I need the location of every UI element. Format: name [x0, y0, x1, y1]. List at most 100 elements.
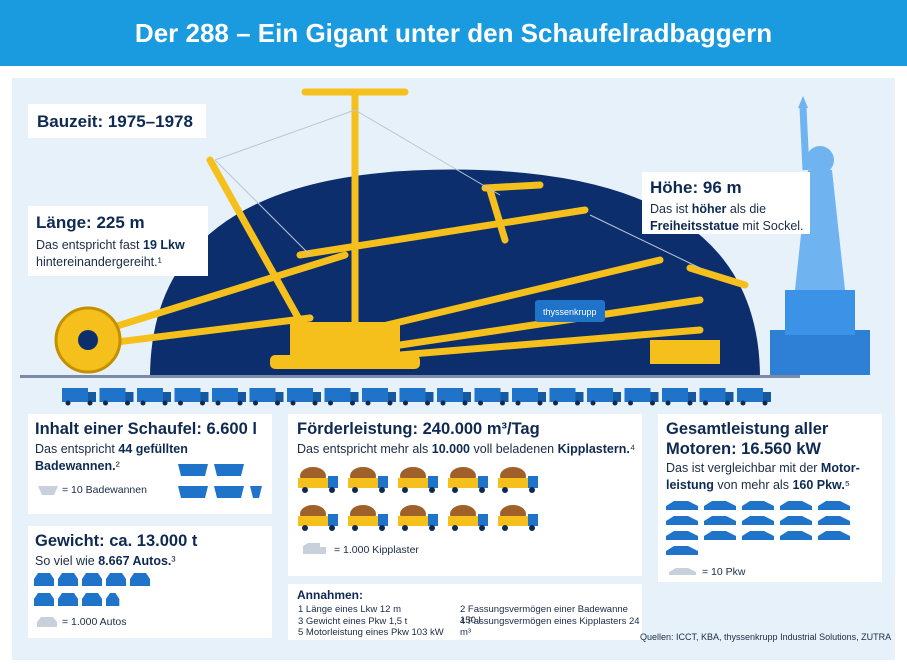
truck-icon — [662, 388, 696, 406]
hoehe-box: Höhe: 96 m Das ist höher als die Freihei… — [642, 172, 810, 234]
car-icon — [58, 573, 78, 586]
dump-truck-icon — [448, 505, 488, 531]
truck-icon — [399, 388, 434, 406]
hoehe-line1-pre: Das ist — [650, 202, 692, 216]
dump-truck-pictogram — [298, 467, 538, 531]
hoehe-heading: Höhe: 96 m — [650, 178, 742, 197]
schaufel-box: Inhalt einer Schaufel: 6.600 l Das entsp… — [28, 414, 272, 514]
truck-icon — [437, 388, 471, 406]
schaufel-text: Das entspricht 44 gefüllten Badewannen.² — [28, 441, 272, 475]
bathtub-icon — [178, 464, 208, 476]
truck-icon — [362, 388, 396, 406]
dump-truck-icon — [498, 467, 538, 493]
truck-icon — [62, 388, 96, 406]
leistung-line2-sup: ⁵ — [844, 478, 850, 492]
dump-truck-legend-icon — [303, 543, 326, 554]
bauzeit-box: Bauzeit: 1975–1978 — [28, 104, 206, 138]
car-icon — [818, 501, 850, 510]
dump-truck-icon — [398, 505, 438, 531]
car-icon — [704, 501, 736, 510]
foerder-box: Förderleistung: 240.000 m³/Tag Das entsp… — [288, 414, 642, 576]
foerder-line1-pre: Das entspricht mehr als — [297, 442, 432, 456]
dump-truck-icon — [398, 467, 438, 493]
car-icon — [82, 593, 102, 606]
truck-icon — [549, 388, 584, 406]
schaufel-line1-bold: 44 gefüllten — [118, 442, 188, 456]
laenge-line1-pre: Das entspricht fast — [36, 238, 143, 252]
truck-icon — [99, 388, 134, 406]
car-icon — [666, 546, 698, 555]
car-icon — [106, 593, 120, 606]
annahmen-heading: Annahmen: — [297, 588, 363, 602]
truck-icon — [174, 388, 209, 406]
car-icon — [704, 531, 736, 540]
gewicht-line1-sup: ³ — [171, 554, 176, 568]
foerder-line1-bold: 10.000 — [431, 442, 471, 456]
laenge-line1-bold: 19 Lkw — [143, 238, 185, 252]
schaufel-line2-bold: Badewannen. — [35, 459, 116, 473]
schaufel-line2-sup: ² — [115, 459, 120, 473]
hoehe-line2-bold: Freiheitsstatue — [650, 219, 739, 233]
car-icon — [34, 573, 54, 586]
bathtub-legend-icon — [38, 486, 58, 495]
foerder-line1-bold2: Kipplastern. — [557, 442, 630, 456]
car-icon — [34, 593, 54, 606]
truck-row-chart — [62, 388, 771, 406]
gewicht-line1-bold: 8.667 Autos. — [98, 554, 172, 568]
brand-panel — [535, 300, 605, 322]
truck-icon — [474, 388, 509, 406]
car-icon — [666, 501, 698, 510]
ground-line — [20, 375, 800, 378]
foerder-legend: = 1.000 Kipplaster — [334, 544, 419, 556]
car-icon — [780, 531, 812, 540]
leistung-heading-2: Motoren: 16.560 kW — [666, 440, 821, 458]
laenge-line2: hintereinandergereiht.¹ — [36, 255, 162, 269]
bathtub-pictogram — [178, 464, 262, 498]
laenge-text: Das entspricht fast 19 Lkw hintereinande… — [28, 237, 208, 271]
car-icon — [58, 593, 78, 606]
foerder-line1-sup: ⁴ — [629, 442, 636, 456]
laenge-box: Länge: 225 m Das entspricht fast 19 Lkw … — [28, 206, 208, 276]
hoehe-line1-post: als die — [726, 202, 767, 216]
gewicht-heading: Gewicht: ca. 13.000 t — [35, 532, 198, 550]
car-pictogram-weight — [34, 573, 150, 606]
laenge-heading: Länge: 225 m — [36, 213, 145, 232]
hoehe-line2-post: mit Sockel. — [738, 219, 804, 233]
page-title-text: Der 288 – Ein Gigant unter den Schaufelr… — [134, 17, 773, 48]
annahmen-item-2: 2 Fassungsvermögen einer Badewanne 150 l — [460, 604, 628, 626]
foerder-text: Das entspricht mehr als 10.000 voll bela… — [288, 441, 642, 458]
foerder-heading: Förderleistung: 240.000 m³/Tag — [297, 420, 540, 438]
car-icon — [780, 501, 812, 510]
gewicht-line1-pre: So viel wie — [35, 554, 99, 568]
car-icon — [666, 531, 698, 540]
truck-icon — [137, 388, 171, 406]
truck-icon — [737, 388, 771, 406]
truck-icon — [587, 388, 621, 406]
annahmen-item-4: 4 Fassungsvermögen eines Kipplasters 24 … — [460, 616, 640, 638]
leistung-line1-bold: Motor- — [820, 461, 860, 475]
sources: Quellen: ICCT, KBA, thyssenkrupp Industr… — [640, 632, 892, 642]
dump-truck-icon — [298, 467, 338, 493]
schaufel-heading: Inhalt einer Schaufel: 6.600 l — [35, 420, 257, 438]
gewicht-legend: = 1.000 Autos — [62, 616, 127, 628]
truck-icon — [287, 388, 321, 406]
car-pictogram-power — [666, 501, 850, 555]
pkw-legend-icon — [669, 568, 696, 575]
bauzeit-heading: Bauzeit: 1975–1978 — [37, 112, 193, 131]
dump-truck-icon — [348, 505, 388, 531]
leistung-heading-1: Gesamtleistung aller — [666, 420, 829, 438]
dump-truck-icon — [448, 467, 488, 493]
truck-icon — [699, 388, 734, 406]
car-icon — [130, 573, 150, 586]
annahmen-item-3: 3 Gewicht eines Pkw 1,5 t — [298, 616, 408, 627]
leistung-line2-mid: von mehr als — [713, 478, 793, 492]
brand-label: thyssenkrupp — [543, 307, 597, 317]
bathtub-icon — [250, 486, 262, 498]
car-icon — [704, 516, 736, 525]
schaufel-line1-pre: Das entspricht — [35, 442, 119, 456]
hoehe-text: Das ist höher als die Freiheitsstatue mi… — [642, 201, 810, 235]
annahmen-box: Annahmen: 1 Länge eines Lkw 12 m 2 Fassu… — [288, 584, 642, 640]
leistung-line1-pre: Das ist vergleichbar mit der — [666, 461, 821, 475]
car-icon — [742, 531, 774, 540]
